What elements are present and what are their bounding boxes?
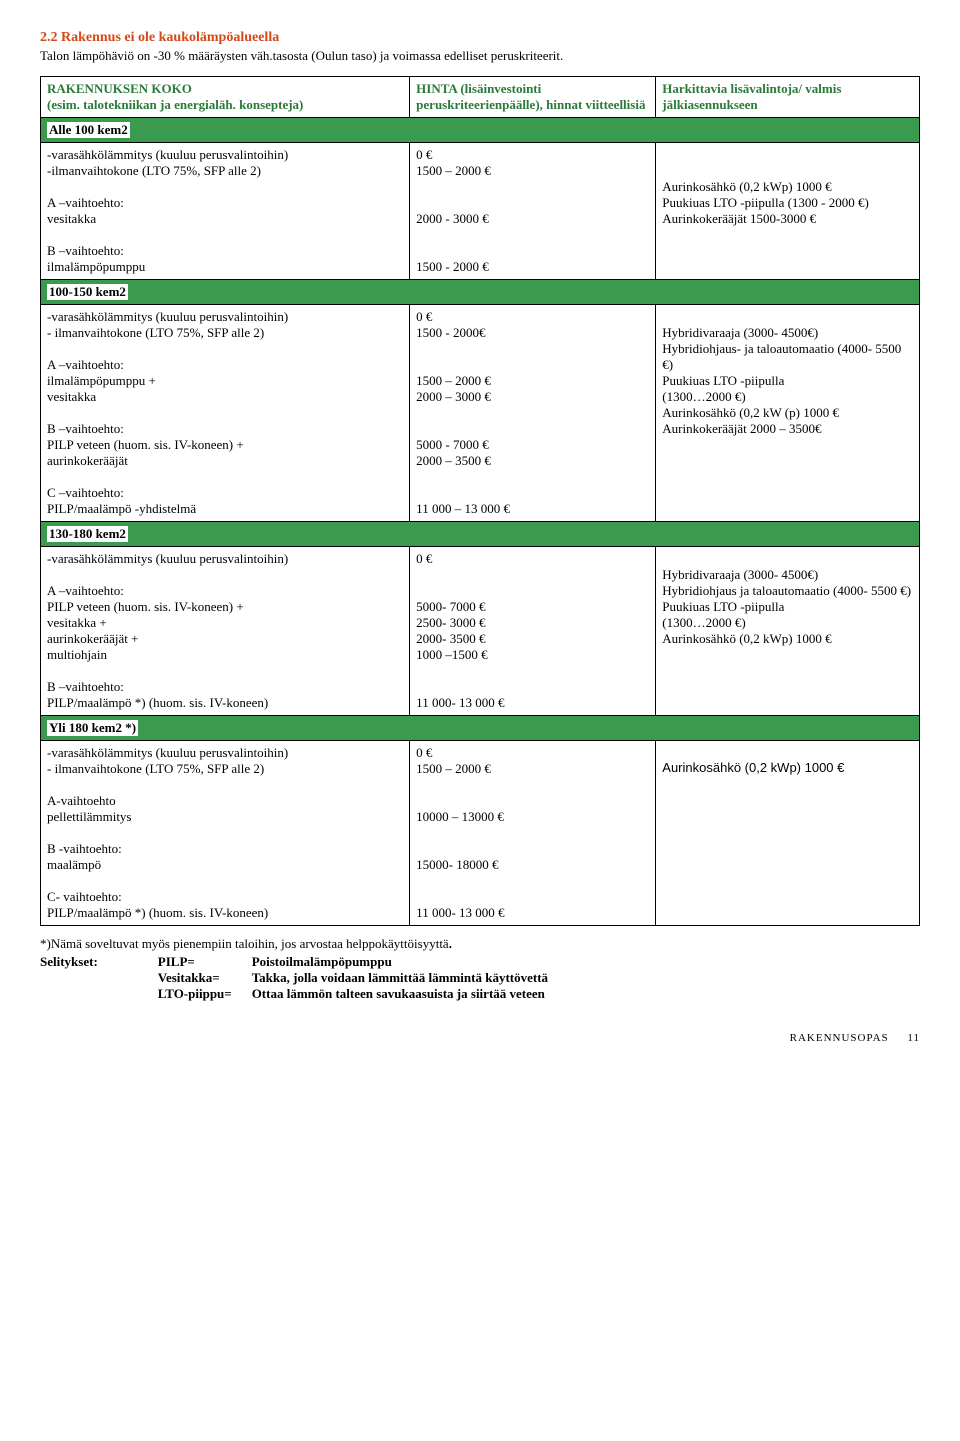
section-subtitle: Talon lämpöhäviö on -30 % määräysten väh… [40, 48, 920, 64]
group-banner: 100-150 kem2 [41, 280, 920, 305]
definition-value: Takka, jolla voidaan lämmittää lämmintä … [252, 970, 548, 986]
table-cell: 0 € 1500 – 2000 € 10000 – 13000 € 15000-… [410, 741, 656, 926]
table-cell: -varasähkölämmitys (kuuluu perusvalintoi… [41, 547, 410, 716]
section-heading: Rakennus ei ole kaukolämpöalueella [61, 30, 279, 45]
group-banner-label: 130-180 kem2 [47, 526, 128, 542]
section-title: 2.2 Rakennus ei ole kaukolämpöalueella [40, 30, 920, 46]
footnote-line1-bold: . [449, 936, 452, 951]
table-cell: -varasähkölämmitys (kuuluu perusvalintoi… [41, 305, 410, 522]
definition-key: Vesitakka= [158, 970, 252, 986]
definition-value: Poistoilmalämpöpumppu [252, 954, 548, 970]
footnote: *)Nämä soveltuvat myös pienempiin taloih… [40, 936, 920, 1002]
definition-row: Vesitakka=Takka, jolla voidaan lämmittää… [158, 970, 548, 986]
table-cell: -varasähkölämmitys (kuuluu perusvalintoi… [41, 741, 410, 926]
definition-key: PILP= [158, 954, 252, 970]
definitions: PILP=PoistoilmalämpöpumppuVesitakka=Takk… [158, 954, 548, 1002]
main-table: RAKENNUKSEN KOKO (esim. talotekniikan ja… [40, 76, 920, 926]
definition-row: PILP=Poistoilmalämpöpumppu [158, 954, 548, 970]
footer-page: 11 [907, 1032, 920, 1044]
group-banner: Yli 180 kem2 *) [41, 716, 920, 741]
table-cell: 0 € 1500 – 2000 € 2000 - 3000 € 1500 - 2… [410, 143, 656, 280]
page-footer: RAKENNUSOPAS 11 [40, 1032, 920, 1044]
table-cell: Aurinkosähkö (0,2 kWp) 1000 € Puukiuas L… [656, 143, 920, 280]
header-col1: RAKENNUKSEN KOKO (esim. talotekniikan ja… [41, 77, 410, 118]
table-cell: -varasähkölämmitys (kuuluu perusvalintoi… [41, 143, 410, 280]
table-cell: 0 € 1500 - 2000€ 1500 – 2000 € 2000 – 30… [410, 305, 656, 522]
table-cell: Hybridivaraaja (3000- 4500€) Hybridiohja… [656, 305, 920, 522]
defs-label: Selitykset: [40, 954, 98, 1002]
group-banner-label: Yli 180 kem2 *) [47, 720, 138, 736]
group-banner: 130-180 kem2 [41, 522, 920, 547]
definition-key: LTO-piippu= [158, 986, 252, 1002]
definition-row: LTO-piippu=Ottaa lämmön talteen savukaas… [158, 986, 548, 1002]
group-banner: Alle 100 kem2 [41, 118, 920, 143]
table-cell: Hybridivaraaja (3000- 4500€) Hybridiohja… [656, 547, 920, 716]
section-number: 2.2 [40, 30, 58, 45]
table-cell: 0 € 5000- 7000 € 2500- 3000 € 2000- 3500… [410, 547, 656, 716]
header-col2: HINTA (lisäinvestointi peruskriteerienpä… [410, 77, 656, 118]
definition-value: Ottaa lämmön talteen savukaasuista ja si… [252, 986, 548, 1002]
footnote-line1: *)Nämä soveltuvat myös pienempiin taloih… [40, 936, 449, 951]
table-cell: Aurinkosähkö (0,2 kWp) 1000 € [656, 741, 920, 926]
header-col3: Harkittavia lisävalintoja/ valmis jälkia… [656, 77, 920, 118]
group-banner-label: Alle 100 kem2 [47, 122, 130, 138]
group-banner-label: 100-150 kem2 [47, 284, 128, 300]
footer-label: RAKENNUSOPAS [790, 1032, 889, 1044]
